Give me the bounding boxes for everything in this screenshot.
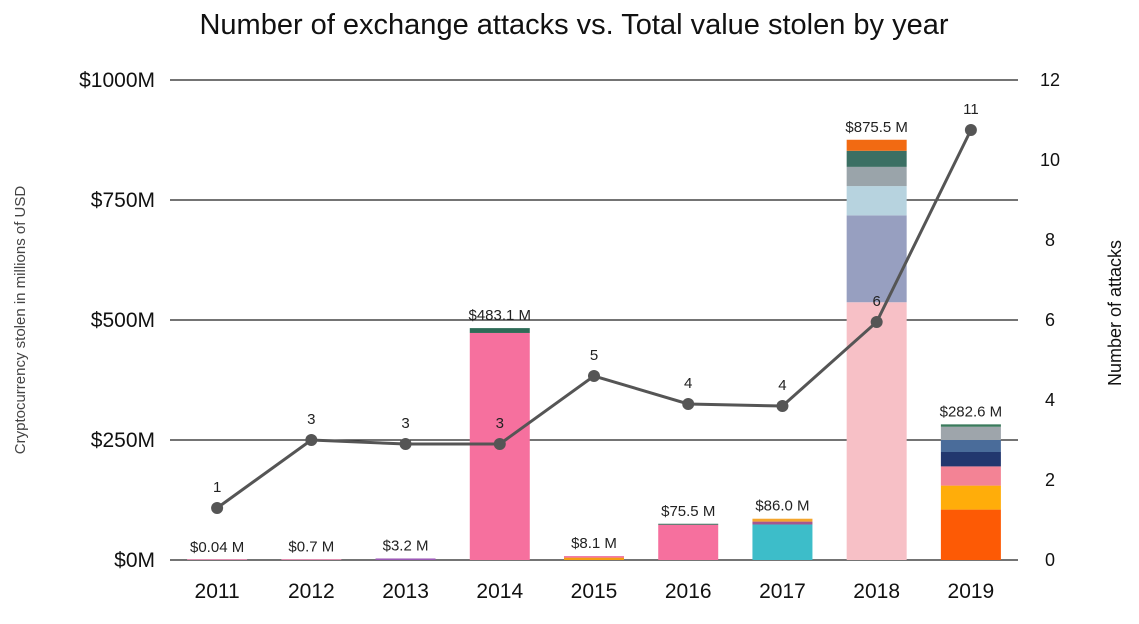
- attacks-line: [211, 124, 977, 514]
- y-axis-right: 0 2 4 6 8 10 12: [1040, 70, 1060, 570]
- bar-segment: [187, 559, 248, 560]
- bar-segment: [658, 523, 719, 525]
- y-axis-left: $0M $250M $500M $750M $1000M: [79, 69, 155, 572]
- attack-point: [493, 438, 506, 450]
- bar-segment: [940, 424, 1001, 427]
- x-tick-label: 2015: [571, 580, 618, 603]
- bar-segment: [940, 426, 1001, 440]
- attack-point: [776, 400, 789, 412]
- y2-tick-label: 0: [1045, 550, 1055, 570]
- bar-segment: [846, 215, 907, 303]
- bar-segment: [846, 302, 907, 560]
- bar-segment: [375, 558, 436, 560]
- bar-total-label: $3.2 M: [383, 537, 429, 554]
- attack-point: [964, 124, 977, 136]
- bar-total-label: $0.04 M: [190, 539, 244, 556]
- y-axis-label: Cryptocurrency stolen in millions of USD: [12, 186, 29, 455]
- attack-point: [682, 398, 695, 410]
- bar-total-label: $875.5 M: [845, 119, 908, 136]
- x-tick-label: 2012: [288, 580, 335, 603]
- chart-title: Number of exchange attacks vs. Total val…: [199, 9, 948, 41]
- attack-point: [870, 316, 883, 328]
- bar-segment: [281, 559, 342, 560]
- bar-segment: [846, 150, 907, 167]
- y2-tick-label: 6: [1045, 310, 1055, 330]
- x-tick-label: 2011: [195, 580, 240, 603]
- bar-segment: [846, 139, 907, 151]
- y-tick-label: $0M: [114, 549, 155, 572]
- attack-point: [399, 438, 412, 450]
- bar-segment: [752, 518, 813, 522]
- bar-segment: [564, 556, 624, 558]
- x-tick-label: 2019: [948, 580, 995, 603]
- bar-segment: [846, 186, 907, 216]
- y-tick-label: $1000M: [79, 69, 155, 92]
- bar-segment: [846, 166, 907, 187]
- attack-point: [211, 502, 224, 514]
- attack-count-label: 4: [684, 375, 692, 392]
- x-axis: 2011 2012 2013 2014 2015 2016 2017 2018 2019: [195, 580, 995, 603]
- bar-total-label: $86.0 M: [755, 498, 809, 515]
- y2-tick-label: 2: [1045, 470, 1055, 490]
- attack-count-label: 3: [307, 411, 315, 428]
- attack-point: [305, 434, 318, 446]
- bar-segment: [752, 524, 813, 560]
- bar-segment: [469, 328, 530, 333]
- bar-segment: [658, 524, 719, 560]
- bar-total-label: $75.5 M: [661, 503, 715, 520]
- bar-segment: [940, 509, 1001, 560]
- bar-segment: [940, 452, 1001, 467]
- attack-point: [588, 370, 600, 382]
- y-tick-label: $750M: [91, 189, 155, 212]
- attack-count-label: 4: [778, 377, 786, 394]
- x-tick-label: 2016: [665, 580, 712, 603]
- bar-total-label: $8.1 M: [571, 535, 617, 552]
- attack-count-label: 11: [963, 101, 979, 118]
- bar-total-label: $483.1 M: [469, 307, 532, 324]
- attack-count-label: 6: [872, 293, 880, 310]
- attack-count-label: 5: [590, 347, 598, 364]
- bar-segment: [940, 440, 1001, 452]
- x-tick-label: 2013: [382, 580, 429, 603]
- y2-axis-label: Number of attacks: [1105, 240, 1125, 386]
- bar-segment: [752, 521, 813, 525]
- y2-tick-label: 12: [1040, 70, 1060, 90]
- x-tick-label: 2014: [476, 580, 523, 603]
- data-labels: $0.04 M $0.7 M $3.2 M $483.1 M $8.1 M $75.5 M…: [190, 101, 1002, 556]
- y2-tick-label: 4: [1045, 390, 1055, 410]
- y2-tick-label: 8: [1045, 230, 1055, 250]
- bar-segment: [940, 485, 1001, 510]
- bar-segment: [564, 557, 624, 560]
- x-tick-label: 2017: [759, 580, 806, 603]
- attack-count-label: 1: [213, 479, 221, 496]
- attack-count-label: 3: [496, 415, 504, 432]
- bars: [187, 139, 1001, 560]
- y-tick-label: $500M: [91, 309, 155, 332]
- x-tick-label: 2018: [853, 580, 900, 603]
- bar-total-label: $0.7 M: [288, 539, 334, 556]
- y2-tick-label: 10: [1040, 150, 1060, 170]
- bar-segment: [940, 466, 1001, 486]
- bar-total-label: $282.6 M: [940, 403, 1003, 420]
- y-tick-label: $250M: [91, 429, 155, 452]
- attack-count-label: 3: [401, 415, 409, 432]
